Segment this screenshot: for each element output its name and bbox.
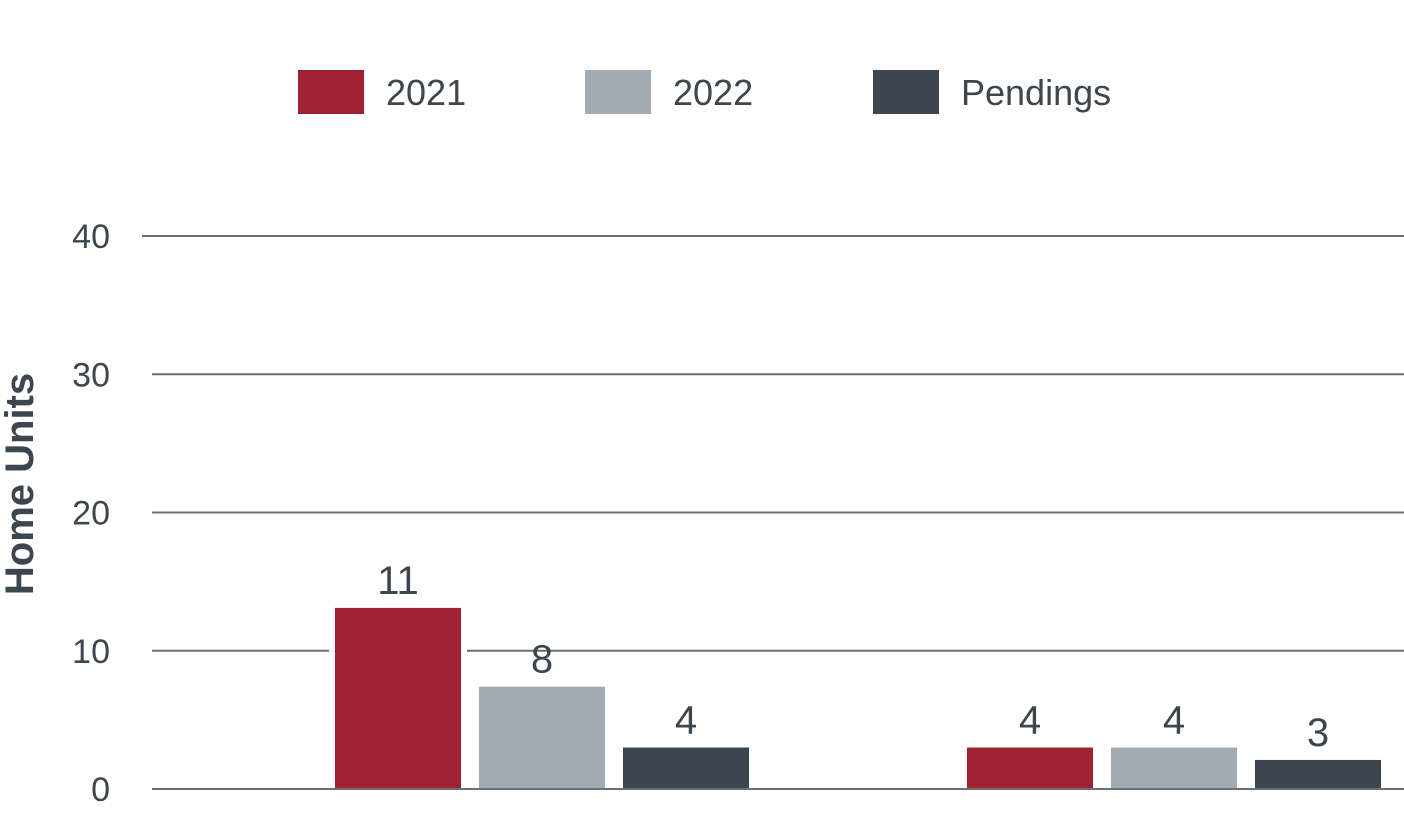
legend-label-pendings: Pendings <box>961 72 1111 113</box>
bar-2022-1 <box>479 686 605 789</box>
bar-pendings-1 <box>623 747 749 789</box>
bar-2021-1 <box>335 607 461 789</box>
bar-2021-2 <box>967 747 1093 789</box>
data-label-pendings-1: 4 <box>675 699 697 743</box>
legend-label-2022: 2022 <box>673 72 753 113</box>
bar-pendings-2 <box>1255 759 1381 789</box>
y-tick-label-30: 30 <box>72 356 110 394</box>
y-tick-label-10: 10 <box>72 633 110 671</box>
legend-label-2021: 2021 <box>386 72 466 113</box>
data-label-2021-1: 11 <box>377 559 419 603</box>
data-label-2022-2: 4 <box>1163 699 1185 743</box>
legend-swatch-2022 <box>585 70 651 114</box>
y-tick-label-40: 40 <box>72 218 110 256</box>
y-axis-title: Home Units <box>0 373 42 595</box>
data-label-pendings-2: 3 <box>1307 711 1329 755</box>
legend-swatch-2021 <box>298 70 364 114</box>
data-label-2021-2: 4 <box>1019 699 1041 743</box>
y-tick-label-0: 0 <box>91 771 110 809</box>
bar-2022-2 <box>1111 747 1237 789</box>
legend: 2021 2022 Pendings <box>298 70 1111 114</box>
bars <box>152 603 1404 790</box>
data-labels: 11 4 8 4 4 3 <box>377 559 1329 755</box>
y-axis-ticks: 0 10 20 30 40 <box>72 218 110 809</box>
y-tick-label-20: 20 <box>72 495 110 533</box>
legend-swatch-pendings <box>873 70 939 114</box>
data-label-2022-1: 8 <box>531 638 553 682</box>
